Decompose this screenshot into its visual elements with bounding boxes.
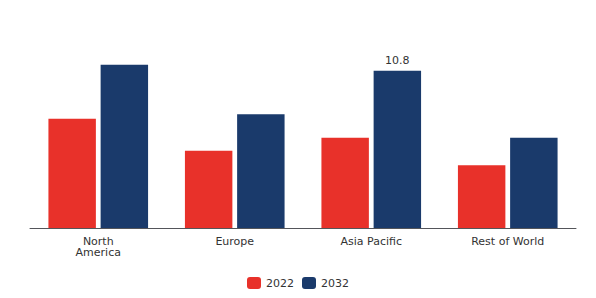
svg-text:2022: 2022 <box>266 277 294 290</box>
svg-text:America: America <box>76 246 121 259</box>
svg-text:2032: 2032 <box>321 277 349 290</box>
svg-text:North: North <box>82 235 114 248</box>
svg-text:Rest of World: Rest of World <box>471 235 544 248</box>
svg-text:Asia Pacific: Asia Pacific <box>340 235 402 248</box>
svg-text:Europe: Europe <box>215 235 254 248</box>
svg-text:10.8: 10.8 <box>385 54 410 67</box>
